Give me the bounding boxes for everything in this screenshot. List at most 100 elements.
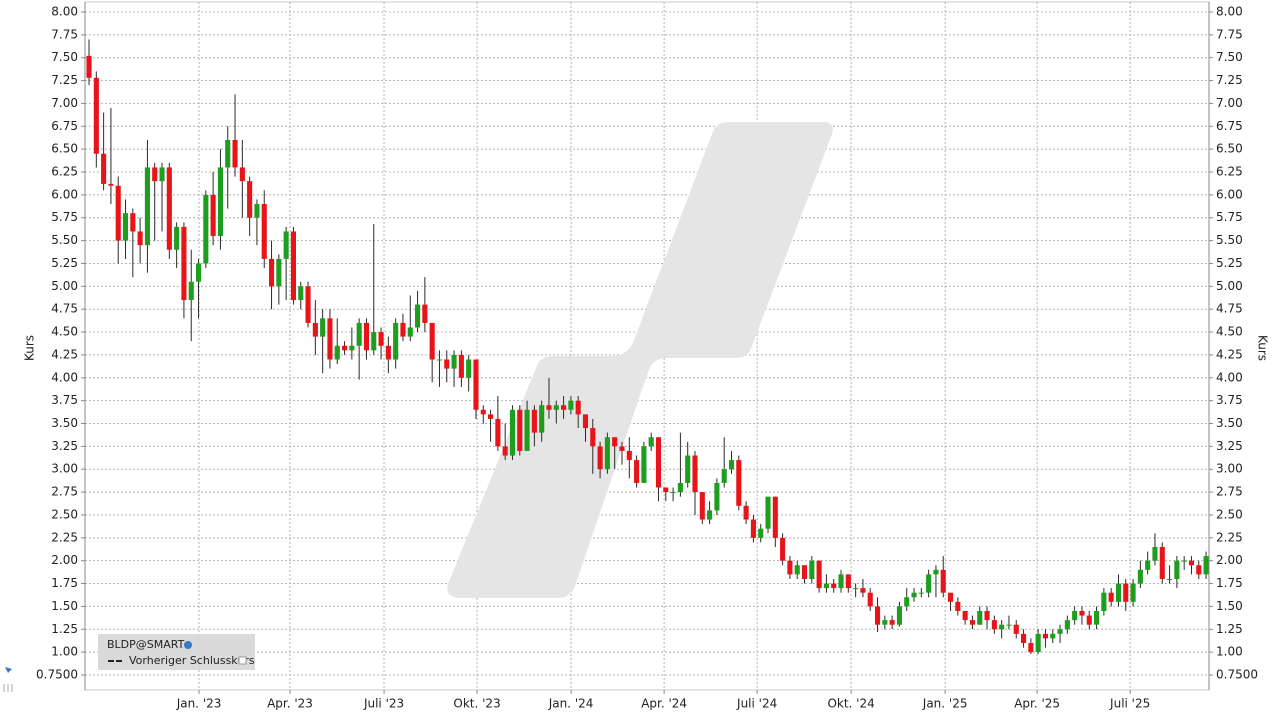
candle-body [801,565,808,579]
y-tick-label: 3.25 [1216,439,1243,453]
candle-body [320,318,326,337]
candle-body [254,204,260,218]
candle-body [750,519,756,538]
y-tick-label: 4.25 [1216,347,1243,361]
legend-checkbox[interactable] [238,656,247,665]
candle-body [736,460,742,506]
candle-body [867,592,873,607]
candle-body [137,231,143,246]
candle-body [721,469,727,483]
candle-body [1079,610,1085,616]
candle-body [1020,633,1027,643]
x-tick-label: Jan. '25 [922,697,968,711]
y-tick-label: 7.50 [1216,50,1243,64]
y-tick-label: 4.50 [1216,325,1243,339]
y-tick-label: 2.75 [1216,485,1243,499]
candle-body [356,322,362,346]
y-axis-title-left: Kurs [23,335,37,361]
candle-body [1101,592,1107,611]
candle-body [122,213,129,241]
candle-body [502,446,508,456]
watermark [447,122,833,598]
candle-body [692,455,698,493]
candle-body [1013,624,1019,634]
candle-body [1057,629,1063,634]
candle-body [1086,615,1092,625]
candle-body [670,492,676,494]
candle-body [940,569,946,593]
candle-body [889,620,895,625]
candle-body [436,359,443,361]
candle-body [517,409,523,451]
y-tick-label: 5.25 [1216,256,1243,270]
y-tick-label: 1.50 [1216,599,1243,613]
candle-body [261,204,267,259]
candle-body [882,620,888,625]
candle-body [955,601,961,611]
y-tick-label: 2.50 [51,507,78,521]
candle-body [845,574,851,589]
candle-body [772,496,778,538]
y-tick-label: 3.50 [1216,416,1243,430]
y-tick-label: 4.00 [1216,370,1243,384]
y-tick-label: 3.00 [51,462,78,476]
tool-icon[interactable] [3,684,13,692]
candle-body [181,226,187,301]
y-tick-label: 4.50 [51,325,78,339]
candle-body [210,194,216,237]
candle-body [933,569,939,575]
y-tick-label: 8.00 [1216,4,1243,18]
candle-body [1196,565,1202,575]
legend-reference: Vorheriger Schlusskurs [129,654,255,667]
candle-body [429,322,435,360]
y-tick-label: 5.00 [1216,279,1243,293]
candle-body [823,583,829,589]
candle-body [509,409,516,456]
candle-body [648,437,654,447]
candle-body [677,482,683,493]
y-tick-label: 3.00 [1216,462,1243,476]
candle-body [539,405,545,433]
y-tick-label: 4.00 [51,370,78,384]
candle-body [407,327,413,337]
candle-body [816,560,822,589]
candle-body [1050,633,1056,639]
candle-body [874,606,881,625]
candle-body [1137,569,1143,584]
candle-body [634,460,640,483]
candle-body [918,592,924,594]
candle-body [1181,560,1187,562]
candle-body [714,482,720,511]
legend-series: BLDP@SMART [107,638,185,651]
candle-body [232,140,238,168]
y-tick-label: 2.50 [1216,507,1243,521]
candle-body [466,359,472,378]
candle-body [1094,610,1100,625]
y-tick-label: 1.75 [51,576,78,590]
candle-body [203,194,209,264]
candle-body [130,213,136,232]
candle-body [1042,633,1049,639]
y-tick-label: 7.25 [51,73,78,87]
candle-body [597,446,603,470]
candle-body [1130,583,1136,602]
candle-body [495,418,501,447]
y-tick-label: 7.00 [1216,96,1243,110]
y-tick-label: 7.25 [1216,73,1243,87]
candle-body [217,167,223,237]
candle-body [415,304,421,328]
candle-body [108,183,114,186]
y-tick-label: 4.25 [51,347,78,361]
candle-body [1203,556,1209,575]
tool-icon[interactable] [5,667,12,673]
candle-body [458,354,464,378]
candle-body [524,409,530,451]
candle-body [765,496,771,529]
y-tick-label: 6.25 [1216,165,1243,179]
y-tick-label: 1.25 [51,622,78,636]
candle-body [626,450,632,461]
candle-body [984,610,990,621]
candle-body [860,588,866,593]
